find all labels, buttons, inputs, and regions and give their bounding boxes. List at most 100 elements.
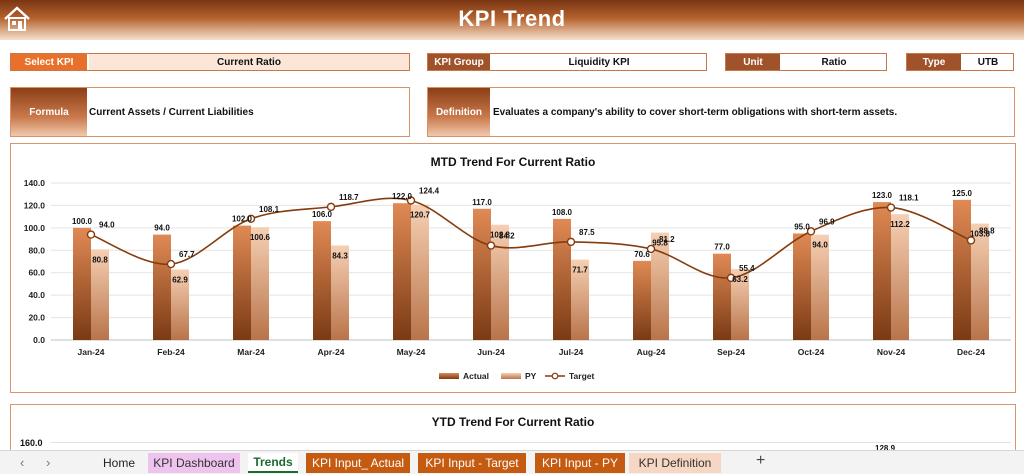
py-data-label: 103.8 [970,230,991,239]
target-point [806,227,816,236]
unit-value: Ratio [821,56,847,68]
ytd-data-label: 128.9 [875,444,896,453]
target-data-label: 118.1 [899,194,919,203]
definition-value: Evaluates a company's ability to cover s… [493,106,898,118]
ytd-chart-title: YTD Trend For Current Ratio [431,415,595,429]
scroll-right-icon[interactable]: › [46,455,51,470]
definition-label: Definition [428,88,490,136]
py-data-label: 120.7 [410,211,431,220]
py-data-label: 100.6 [250,233,271,242]
formula-box: Formula Current Assets / Current Liabili… [10,87,410,137]
py-data-label: 102.8 [490,231,511,240]
actual-bar [713,253,731,340]
actual-bar [873,202,891,340]
kpi-group-label: KPI Group [428,54,490,70]
py-bar [491,224,509,340]
actual-data-label: 108.0 [552,208,573,217]
target-point [166,259,176,269]
target-point [646,244,656,254]
legend-actual-swatch [439,373,459,379]
target-point [246,214,256,223]
py-data-label: 80.8 [92,255,108,264]
py-bar [331,245,349,340]
actual-data-label: 106.0 [312,210,333,219]
sheet-tab-bar: ‹ › Home KPI Dashboard Trends KPI Input_… [0,450,1024,474]
x-tick-label: Jan-24 [78,347,105,357]
actual-data-label: 100.0 [72,217,93,226]
actual-bar [313,221,331,340]
type-label: Type [907,54,961,70]
target-data-label: 118.7 [339,193,359,202]
home-icon[interactable] [3,6,31,32]
x-tick-label: Jul-24 [559,347,584,357]
target-data-label: 55.4 [739,264,755,273]
py-data-label: 62.9 [172,275,188,284]
y-tick-label: 140.0 [24,178,46,188]
kpi-group-value: Liquidity KPI [568,56,630,68]
target-data-label: 87.5 [579,228,595,237]
py-bar [731,269,749,340]
x-tick-label: Feb-24 [157,347,185,357]
y-tick-label: 120.0 [24,200,46,210]
actual-data-label: 123.0 [872,191,893,200]
py-data-label: 94.0 [812,241,828,250]
y-tick-label: 80.0 [28,245,45,255]
tab-kpi-input-target[interactable]: KPI Input - Target [418,453,526,473]
tab-kpi-definition[interactable]: KPI Definition [629,453,721,473]
py-bar [971,223,989,340]
unit-label: Unit [726,54,780,70]
target-data-label: 108.1 [259,205,280,214]
actual-bar [793,233,811,340]
ytd-gridline [51,442,1011,443]
x-tick-label: Oct-24 [798,347,825,357]
mtd-chart-panel: MTD Trend For Current Ratio 140.0 120.0 10… [10,143,1016,393]
actual-data-label: 102.0 [232,215,253,224]
ytd-y-tick-top: 160.0 [20,438,43,448]
actual-bar [393,203,411,340]
scroll-left-icon[interactable]: ‹ [20,455,25,470]
py-data-label: 112.2 [890,220,910,229]
add-sheet-button[interactable]: + [756,452,766,469]
y-tick-label: 100.0 [24,223,46,233]
tab-kpi-dashboard[interactable]: KPI Dashboard [148,453,240,473]
actual-bar [953,199,971,340]
py-data-label: 95.8 [652,239,668,248]
legend-target-label: Target [569,371,595,381]
actual-data-label: 122.0 [392,192,413,201]
target-data-label: 67.7 [179,250,195,259]
y-tick-label: 60.0 [28,268,45,278]
page-title: KPI Trend [458,6,566,31]
formula-label: Formula [11,88,87,136]
target-point [406,196,416,205]
select-kpi-field[interactable]: Select KPI Current Ratio [10,53,410,71]
tab-home[interactable]: Home [102,456,135,470]
formula-value: Current Assets / Current Liabilities [89,106,254,118]
actual-bar [233,225,251,340]
actual-bar [633,260,651,340]
legend-actual-label: Actual [463,371,489,381]
py-bar [651,232,669,340]
actual-data-label: 117.0 [472,198,492,207]
actual-data-label: 94.0 [154,224,170,233]
select-kpi-dropdown[interactable]: Current Ratio [89,54,409,70]
mtd-chart-title: MTD Trend For Current Ratio [430,155,596,169]
tab-kpi-input-py[interactable]: KPI Input - PY [535,453,625,473]
target-data-label: 124.4 [419,186,440,195]
actual-bar [473,208,491,340]
target-data-label: 88.8 [979,226,995,235]
target-point [86,230,96,239]
actual-data-label: 70.6 [634,250,650,259]
x-tick-label: Jun-24 [477,347,505,357]
target-data-label: 96.9 [819,217,835,226]
actual-data-label: 77.0 [714,243,730,252]
tab-trends[interactable]: Trends [248,453,298,473]
target-data-label: 81.2 [659,235,675,244]
unit-field: Unit Ratio [725,53,887,71]
legend-py-swatch [501,373,521,379]
y-tick-label: 40.0 [28,290,45,300]
tab-kpi-input-actual[interactable]: KPI Input_ Actual [306,453,410,473]
py-data-label: 63.2 [732,275,748,284]
x-tick-label: Dec-24 [957,347,985,357]
target-point [486,241,496,250]
py-bar [411,204,429,340]
